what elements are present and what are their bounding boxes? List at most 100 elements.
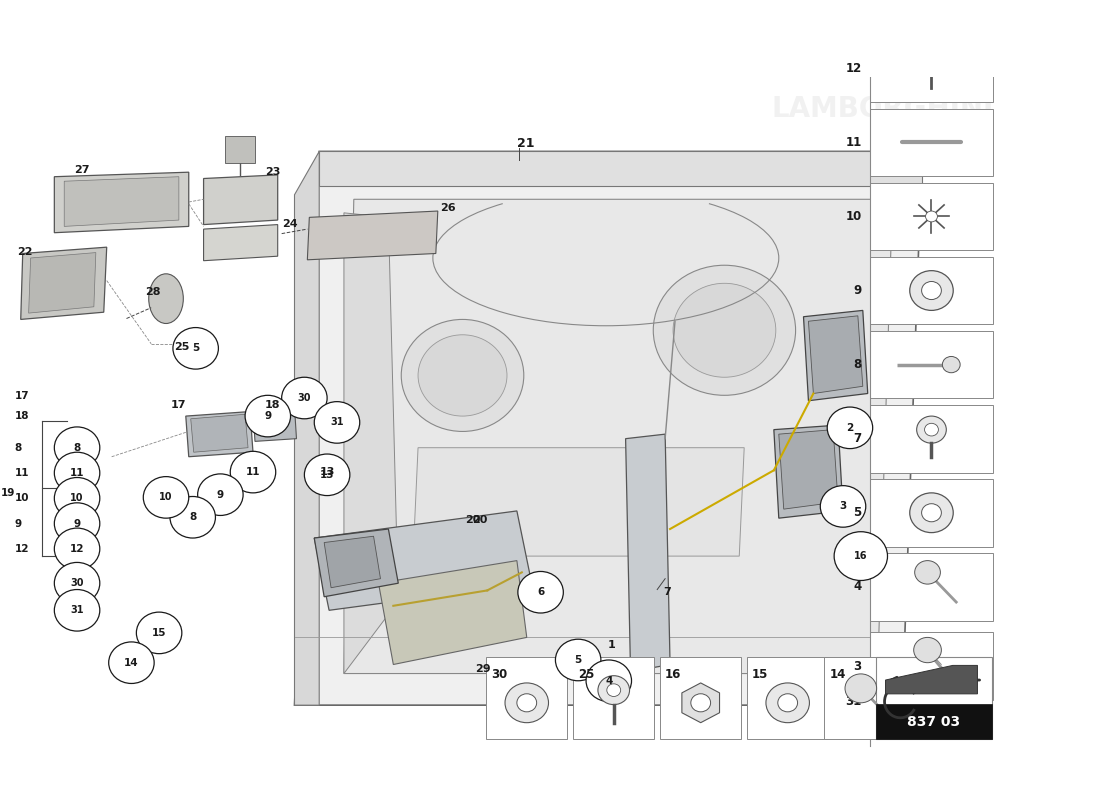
Text: 7: 7 [663, 587, 671, 598]
Text: 5: 5 [574, 655, 582, 665]
Bar [870, 633, 993, 700]
Circle shape [925, 211, 937, 222]
Polygon shape [29, 253, 96, 313]
Text: 19: 19 [0, 488, 14, 498]
Text: 27: 27 [74, 166, 89, 175]
Text: 14: 14 [124, 658, 139, 668]
Circle shape [925, 423, 938, 436]
Polygon shape [344, 213, 398, 674]
Polygon shape [779, 430, 838, 509]
Text: a passion for parts: a passion for parts [431, 536, 682, 612]
Text: 17: 17 [14, 391, 30, 402]
Polygon shape [204, 225, 277, 261]
Text: 12: 12 [846, 62, 861, 75]
Text: 29: 29 [475, 664, 491, 674]
Text: 31: 31 [846, 695, 861, 708]
Text: 6: 6 [537, 587, 544, 598]
Text: 31: 31 [330, 418, 344, 427]
Text: 12: 12 [69, 544, 85, 554]
Circle shape [556, 639, 601, 681]
Bar [876, 658, 992, 738]
Circle shape [673, 283, 775, 378]
Text: 20: 20 [472, 515, 487, 525]
Text: 3: 3 [839, 502, 847, 511]
Text: 5: 5 [192, 343, 199, 354]
Polygon shape [190, 414, 249, 452]
Bar [870, 479, 993, 546]
Text: 8: 8 [854, 358, 861, 371]
Circle shape [109, 642, 154, 683]
Text: 13: 13 [320, 470, 334, 480]
Circle shape [143, 477, 189, 518]
Text: 17: 17 [170, 400, 187, 410]
Text: 2: 2 [846, 423, 854, 433]
Text: 24: 24 [282, 218, 297, 229]
Bar [870, 553, 993, 621]
Circle shape [54, 528, 100, 570]
Polygon shape [54, 172, 189, 233]
Text: 26: 26 [440, 203, 455, 214]
Text: 15: 15 [752, 668, 769, 681]
Polygon shape [204, 175, 277, 225]
Circle shape [54, 427, 100, 469]
Circle shape [766, 683, 810, 722]
Bar [870, 34, 993, 102]
Circle shape [914, 0, 949, 10]
Circle shape [505, 683, 549, 722]
Circle shape [315, 402, 360, 443]
Text: 9: 9 [854, 284, 861, 297]
Circle shape [827, 407, 872, 449]
Circle shape [922, 0, 942, 3]
Bar [870, 0, 993, 28]
Circle shape [910, 493, 954, 533]
Text: 9: 9 [74, 518, 80, 529]
Circle shape [607, 684, 620, 697]
Text: 16: 16 [666, 668, 682, 681]
Circle shape [845, 674, 877, 703]
Circle shape [914, 638, 942, 662]
Text: 11: 11 [14, 468, 30, 478]
Circle shape [282, 378, 327, 418]
Text: 23: 23 [265, 167, 280, 177]
Circle shape [418, 334, 507, 416]
Text: 9: 9 [264, 411, 272, 421]
Text: 837 03: 837 03 [908, 714, 960, 729]
Text: 13: 13 [319, 467, 334, 477]
Polygon shape [64, 177, 179, 226]
Text: 30: 30 [298, 393, 311, 403]
Bar [747, 658, 828, 738]
Bar [870, 257, 993, 324]
Text: 1: 1 [608, 640, 616, 650]
Circle shape [834, 532, 888, 581]
Circle shape [517, 694, 537, 712]
Bar [876, 705, 992, 738]
Text: 31: 31 [70, 606, 84, 615]
Circle shape [170, 497, 216, 538]
Bar [870, 330, 993, 398]
Circle shape [653, 266, 795, 395]
Text: 8: 8 [74, 442, 80, 453]
Circle shape [821, 486, 866, 527]
Circle shape [915, 561, 940, 584]
Polygon shape [295, 151, 922, 705]
Circle shape [230, 451, 276, 493]
Bar [870, 109, 993, 176]
Bar [486, 658, 568, 738]
Polygon shape [295, 151, 319, 705]
Circle shape [915, 45, 947, 74]
Circle shape [586, 660, 631, 702]
Circle shape [54, 503, 100, 544]
Text: 11: 11 [69, 468, 85, 478]
Text: 30: 30 [70, 578, 84, 588]
FancyBboxPatch shape [226, 136, 255, 163]
Polygon shape [315, 529, 398, 597]
Text: 20: 20 [465, 515, 481, 525]
Polygon shape [21, 247, 107, 319]
Text: 11: 11 [245, 467, 261, 477]
Circle shape [691, 694, 711, 712]
Text: 10: 10 [14, 494, 30, 503]
Text: 25: 25 [579, 668, 594, 681]
Text: 14: 14 [829, 668, 846, 681]
Text: 10: 10 [160, 492, 173, 502]
Text: 12: 12 [14, 544, 30, 554]
